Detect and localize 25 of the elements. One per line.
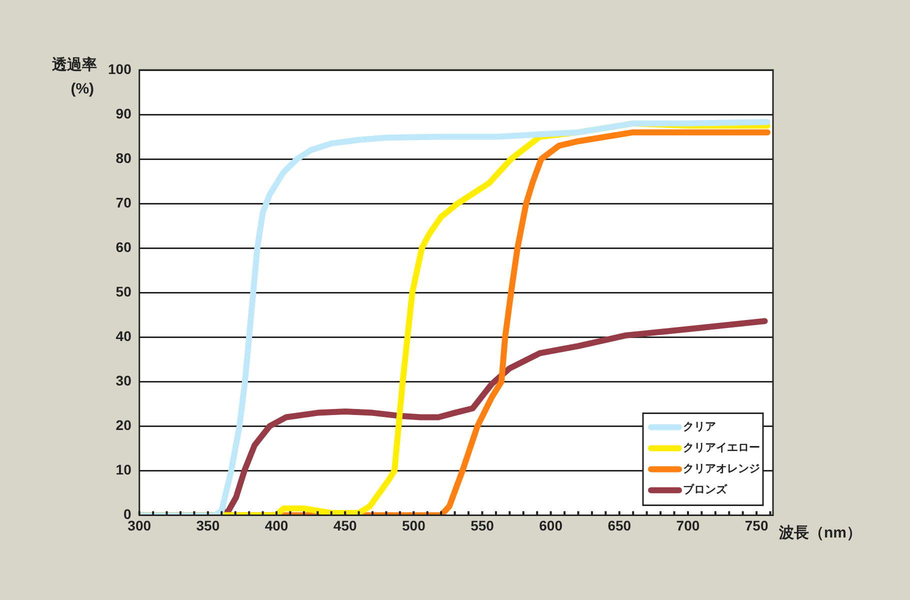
y-tick-label: 60: [116, 238, 132, 255]
y-tick-label: 100: [108, 60, 132, 77]
y-tick-label: 30: [116, 372, 132, 388]
y-tick-label: 80: [116, 150, 132, 166]
x-tick-label: 650: [608, 517, 632, 534]
y-tick-label: 40: [116, 328, 132, 344]
x-tick-label: 600: [539, 517, 563, 534]
x-tick-label: 750: [744, 517, 768, 534]
x-tick-label: 500: [402, 517, 426, 534]
legend-label: クリアオレンジ: [683, 463, 760, 476]
x-tick-label: 700: [676, 517, 700, 534]
legend-label: ブロンズ: [683, 483, 728, 496]
legend-label: クリアイエロー: [683, 442, 760, 454]
y-tick-label: 90: [116, 105, 132, 122]
x-axis-title: 波長（nm）: [778, 524, 862, 542]
x-tick-label: 400: [264, 517, 288, 534]
y-tick-label: 10: [116, 462, 132, 478]
y-axis-title: 透過率 (%): [50, 56, 97, 98]
x-tick-label: 450: [333, 517, 357, 534]
x-tick-label: 350: [196, 517, 220, 534]
x-tick-label: 550: [470, 517, 494, 534]
y-tick-label: 50: [116, 283, 132, 300]
legend-label: クリア: [683, 421, 716, 434]
y-tick-label: 70: [116, 194, 132, 210]
y-tick-label: 20: [116, 417, 132, 434]
